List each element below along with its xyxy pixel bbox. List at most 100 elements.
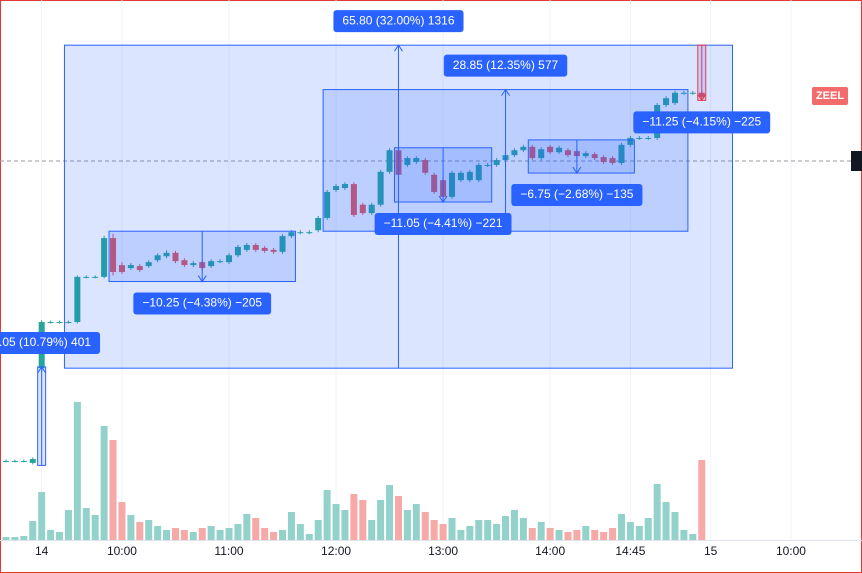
volume-bar [528,528,536,540]
volume-bar [457,530,465,540]
candle-body [226,255,232,263]
volume-bar [189,532,197,540]
candle-body [449,172,455,197]
candle-body [582,153,589,157]
volume-bar [591,530,599,540]
measure-arrowhead [438,195,448,203]
measure-arrowhead [501,88,510,96]
candle-body [556,147,563,153]
volume-bar [332,504,340,540]
volume-bar [502,516,510,540]
candle-body [359,204,366,214]
volume-bar [475,520,483,540]
x-tick-label: 14:45 [615,544,645,558]
measure-arrowhead [197,275,207,283]
candle-body [368,204,375,214]
volume-bar [689,534,697,540]
volume-bar [662,502,670,540]
candle-body [279,236,286,252]
volume-bar [323,490,331,540]
x-tick-label: 10:00 [107,544,137,558]
volume-bar [180,530,188,540]
candle-body [11,460,18,462]
candle-body [65,322,72,324]
volume-bar [635,526,643,540]
candle-body [3,460,9,462]
candle-body [680,92,687,94]
candle-body [217,261,224,263]
volume-bar [698,460,706,540]
candle-body [404,158,411,165]
measure-label: −11.25 (−4.15%) −225 [642,115,761,129]
candle-body [350,184,357,216]
candle-body [243,244,250,250]
measure-label: −6.75 (−2.68%) −135 [520,187,633,201]
candle-body [172,252,179,262]
volume-bar [56,532,64,540]
volume-bar [350,494,358,540]
x-tick-label: 10:00 [776,544,806,558]
volume-bar [243,514,251,540]
volume-bar [100,426,108,540]
volume-bar [47,530,55,540]
candle-body [74,276,81,323]
measure-arrowhead [394,44,403,52]
volume-bar [680,530,688,540]
candle-body [672,92,678,104]
measure-label: 0.05 (10.79%) 401 [0,335,91,349]
candle-body [493,160,500,165]
candle-body [663,98,670,106]
x-tick-label: 12:00 [321,544,351,558]
candle-body [288,232,295,237]
volume-bar [573,530,581,540]
candle-body [600,157,607,162]
volume-bar [163,530,171,540]
volume-bar [564,532,572,540]
candle-body [431,174,438,192]
measure-arrowhead [572,166,582,174]
volume-bar [118,502,126,540]
candle-body [297,232,304,234]
candle-body [270,249,277,252]
volume-bar [171,528,179,540]
symbol-tag [812,87,848,105]
volume-bar [109,440,117,540]
measure-label-bg [511,184,643,207]
candle-body [234,246,241,256]
measure-arrowhead [697,94,707,102]
volume-bar [448,518,456,540]
volume-bar [609,528,617,540]
volume-bar [403,510,411,540]
volume-bar [671,512,679,540]
volume-bar [270,532,278,540]
candle-body [101,238,108,277]
volume-bar [64,510,72,540]
volume-bar [430,520,438,540]
volume-bar [29,521,37,540]
volume-bar [519,518,527,540]
candle-body [127,265,134,269]
candle-body [252,244,259,250]
volume-bar [225,528,233,540]
candle-body [386,150,393,172]
candle-body [529,146,536,159]
volume-pane [2,402,706,540]
x-tick-label: 14:00 [535,544,565,558]
candle-body [645,137,652,139]
candle-body [56,322,63,324]
volume-bar [546,528,554,540]
measure-box [527,139,635,174]
volume-bar [653,484,661,540]
price-tag [851,151,862,171]
volume-bar [216,530,224,540]
measure-label-bg [133,292,272,315]
candle-body [190,263,197,266]
candle-body [20,460,27,462]
candle-body [118,265,125,272]
volume-bar [412,504,420,540]
x-tick-label: 14 [35,544,49,558]
candle-body [457,172,464,181]
volume-bar [626,522,634,540]
